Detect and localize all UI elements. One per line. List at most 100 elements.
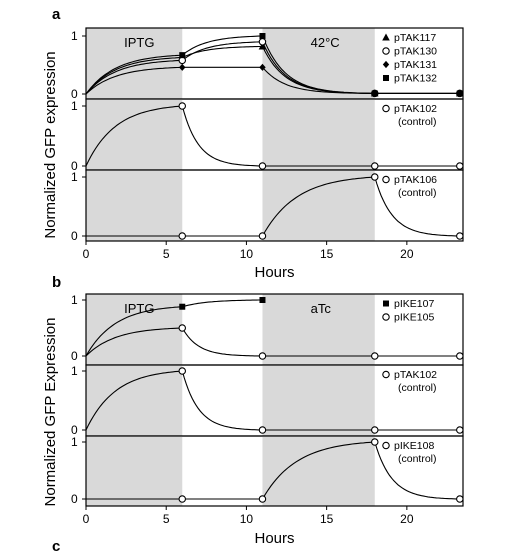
x-tick-label: 5	[163, 247, 170, 261]
legend-marker-pTAK130	[382, 47, 390, 55]
shaded-region	[262, 28, 375, 99]
data-point-pIKE105	[178, 324, 187, 332]
data-point-pIKE105	[258, 352, 267, 360]
shaded-region	[86, 436, 183, 506]
data-point-pIKE105	[456, 352, 464, 360]
legend-label-pTAK130: pTAK130	[394, 46, 437, 58]
legend-marker-pTAK106	[382, 175, 390, 184]
data-point-pTAK106	[178, 232, 187, 240]
condition-label: IPTG	[124, 301, 154, 316]
legend-marker-pTAK117	[382, 33, 390, 41]
data-point-pIKE108	[258, 495, 267, 503]
x-tick-label: 20	[400, 512, 414, 526]
legend-sublabel: (control)	[398, 116, 437, 128]
condition-label: aTc	[311, 301, 332, 316]
y-tick-label: 1	[71, 29, 78, 43]
data-point-pTAK102	[456, 426, 464, 434]
legend-label-pIKE107: pIKE107	[394, 298, 434, 310]
data-point-pTAK102	[258, 162, 267, 170]
data-point-pTAK106	[371, 173, 379, 181]
y-tick-label: 0	[71, 492, 78, 506]
data-point-pIKE105	[371, 352, 379, 360]
legend-label-pTAK102: pTAK102	[394, 369, 437, 381]
data-point-pIKE108	[371, 438, 379, 446]
legend-marker-pTAK131	[382, 60, 390, 69]
data-point-pTAK131	[179, 63, 186, 71]
data-point-pTAK102	[371, 162, 379, 170]
data-point-pTAK117	[258, 42, 267, 50]
data-point-pTAK102	[456, 162, 464, 170]
data-point-pIKE107	[179, 303, 186, 310]
y-tick-label: 0	[71, 87, 78, 101]
y-axis-label: Normalized GFP Expression	[42, 318, 59, 507]
shaded-region	[262, 365, 375, 436]
legend-label-pTAK131: pTAK131	[394, 59, 437, 71]
x-tick-label: 20	[400, 247, 414, 261]
legend-marker-pIKE105	[382, 313, 390, 321]
y-tick-label: 1	[71, 435, 78, 449]
data-point-pIKE108	[456, 495, 464, 503]
x-tick-label: 10	[240, 247, 254, 261]
y-tick-label: 1	[71, 364, 78, 378]
data-point-pTAK132	[456, 90, 463, 97]
y-tick-label: 0	[71, 159, 78, 173]
legend-marker-pIKE108	[382, 441, 390, 450]
shaded-region	[262, 436, 375, 506]
data-point-pTAK106	[258, 232, 267, 240]
legend-label-pTAK102: pTAK102	[394, 103, 437, 115]
legend-sublabel: (control)	[398, 382, 437, 394]
data-point-pTAK102	[258, 426, 267, 434]
shaded-region	[86, 294, 183, 365]
shaded-region	[262, 99, 375, 170]
x-tick-label: 0	[83, 512, 90, 526]
shaded-region	[86, 170, 183, 241]
legend-label-pIKE108: pIKE108	[394, 440, 434, 452]
data-point-pTAK132	[371, 90, 378, 97]
y-tick-label: 1	[71, 170, 78, 184]
data-point-pTAK102	[178, 367, 187, 375]
y-tick-label: 1	[71, 99, 78, 113]
y-tick-label: 1	[71, 293, 78, 307]
y-tick-label: 0	[71, 229, 78, 243]
shaded-region	[86, 365, 183, 436]
panel-frame	[85, 169, 464, 242]
data-point-pIKE108	[178, 495, 187, 503]
figure-label-c: c	[52, 538, 60, 555]
condition-label: 42°C	[311, 35, 340, 50]
legend-label-pTAK106: pTAK106	[394, 174, 437, 186]
data-point-pTAK132	[259, 33, 266, 39]
legend-sublabel: (control)	[398, 453, 437, 465]
shaded-region	[86, 99, 183, 170]
legend-label-pIKE105: pIKE105	[394, 312, 434, 324]
data-point-pTAK131	[259, 63, 266, 71]
x-axis-label: Hours	[254, 530, 294, 547]
data-point-pTAK102	[178, 102, 187, 110]
x-axis-label: Hours	[254, 264, 294, 281]
legend-marker-pTAK132	[383, 75, 389, 81]
legend-marker-pTAK102	[382, 370, 390, 379]
y-tick-label: 0	[71, 349, 78, 363]
legend-sublabel: (control)	[398, 187, 437, 199]
legend-label-pTAK117: pTAK117	[394, 32, 436, 44]
x-tick-label: 15	[320, 247, 334, 261]
y-axis-label: Normalized GFP expression	[42, 51, 59, 238]
data-point-pTAK130	[258, 38, 267, 46]
legend-marker-pIKE107	[383, 300, 389, 307]
legend-marker-pTAK102	[382, 104, 390, 113]
x-tick-label: 0	[83, 247, 90, 261]
shaded-region	[262, 294, 375, 365]
panel-frame	[85, 435, 464, 507]
data-point-pTAK106	[456, 232, 464, 240]
condition-label: IPTG	[124, 35, 154, 50]
figure-label-b: b	[52, 274, 61, 291]
data-point-pTAK132	[179, 52, 186, 59]
x-tick-label: 10	[240, 512, 254, 526]
x-tick-label: 5	[163, 512, 170, 526]
figure-label-a: a	[52, 6, 61, 23]
x-tick-label: 15	[320, 512, 334, 526]
data-point-pIKE107	[259, 297, 266, 303]
shaded-region	[262, 170, 375, 241]
legend-label-pTAK132: pTAK132	[394, 73, 437, 85]
y-tick-label: 0	[71, 423, 78, 437]
